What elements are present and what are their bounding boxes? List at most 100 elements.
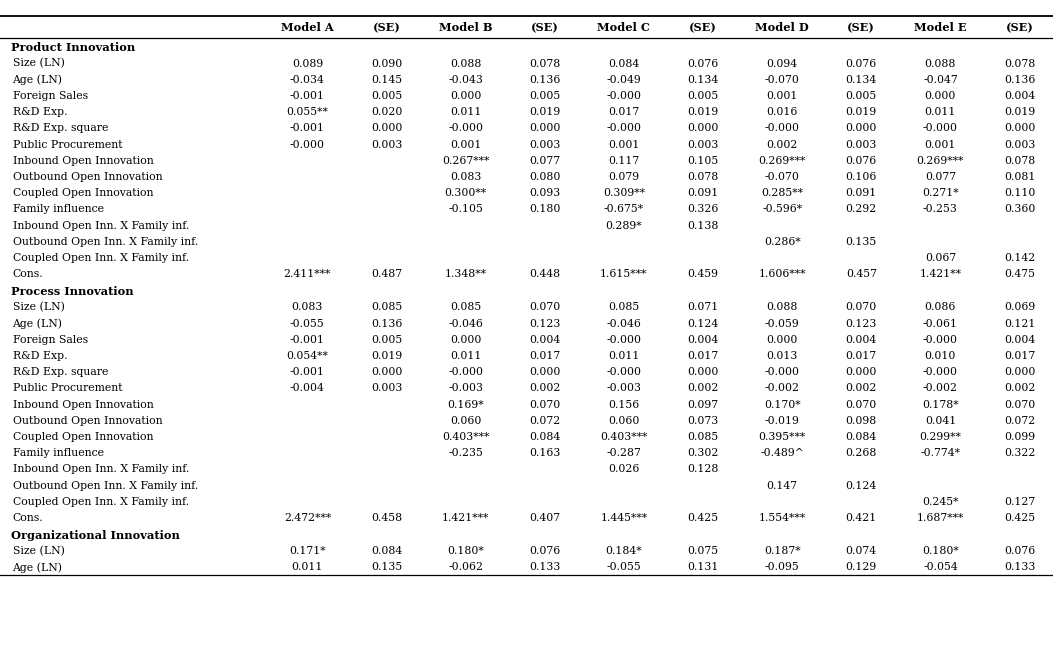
Text: 0.005: 0.005 [371, 91, 402, 101]
Text: 0.487: 0.487 [371, 269, 402, 279]
Text: Model D: Model D [755, 22, 809, 33]
Text: 0.019: 0.019 [688, 107, 718, 117]
Text: 0.011: 0.011 [450, 107, 481, 117]
Text: 0.072: 0.072 [530, 416, 560, 426]
Text: 0.309**: 0.309** [603, 188, 644, 198]
Text: 0.072: 0.072 [1004, 416, 1035, 426]
Text: 0.011: 0.011 [925, 107, 956, 117]
Text: 0.178*: 0.178* [922, 399, 958, 409]
Text: 0.145: 0.145 [371, 75, 402, 85]
Text: -0.000: -0.000 [922, 335, 958, 345]
Text: 0.089: 0.089 [292, 59, 323, 68]
Text: 0.019: 0.019 [1004, 107, 1035, 117]
Text: Organizational Innovation: Organizational Innovation [11, 530, 179, 541]
Text: 0.017: 0.017 [688, 351, 718, 361]
Text: 0.005: 0.005 [846, 91, 877, 101]
Text: 0.010: 0.010 [925, 351, 956, 361]
Text: 0.099: 0.099 [1004, 432, 1035, 442]
Text: -0.287: -0.287 [607, 448, 641, 458]
Text: -0.000: -0.000 [607, 335, 641, 345]
Text: 0.004: 0.004 [530, 335, 560, 345]
Text: 0.078: 0.078 [1004, 59, 1035, 68]
Text: 0.004: 0.004 [688, 335, 718, 345]
Text: -0.002: -0.002 [922, 384, 958, 393]
Text: 0.169*: 0.169* [448, 399, 484, 409]
Text: 0.322: 0.322 [1004, 448, 1035, 458]
Text: 0.134: 0.134 [688, 75, 718, 85]
Text: Age (LN): Age (LN) [13, 74, 62, 85]
Text: 0.448: 0.448 [530, 269, 560, 279]
Text: Coupled Open Innovation: Coupled Open Innovation [13, 432, 153, 442]
Text: 0.000: 0.000 [529, 123, 560, 134]
Text: -0.001: -0.001 [290, 335, 325, 345]
Text: Size (LN): Size (LN) [13, 546, 64, 556]
Text: 0.302: 0.302 [688, 448, 719, 458]
Text: 0.133: 0.133 [529, 563, 560, 572]
Text: 0.098: 0.098 [846, 416, 877, 426]
Text: 0.001: 0.001 [767, 91, 798, 101]
Text: 0.002: 0.002 [767, 139, 798, 149]
Text: 0.110: 0.110 [1004, 188, 1035, 198]
Text: Coupled Open Innovation: Coupled Open Innovation [13, 188, 153, 198]
Text: -0.001: -0.001 [290, 367, 325, 377]
Text: 0.286*: 0.286* [763, 237, 800, 247]
Text: 0.084: 0.084 [371, 546, 402, 556]
Text: -0.000: -0.000 [449, 367, 483, 377]
Text: (SE): (SE) [848, 22, 875, 33]
Text: -0.105: -0.105 [449, 205, 483, 215]
Text: (SE): (SE) [373, 22, 400, 33]
Text: 0.013: 0.013 [767, 351, 798, 361]
Text: 0.180*: 0.180* [922, 546, 959, 556]
Text: 0.076: 0.076 [1004, 546, 1035, 556]
Text: 0.084: 0.084 [846, 432, 877, 442]
Text: -0.489^: -0.489^ [760, 448, 804, 458]
Text: 0.180*: 0.180* [448, 546, 484, 556]
Text: Outbound Open Innovation: Outbound Open Innovation [13, 172, 162, 182]
Text: 0.123: 0.123 [846, 318, 877, 328]
Text: Process Innovation: Process Innovation [11, 286, 133, 297]
Text: 0.084: 0.084 [530, 432, 560, 442]
Text: 0.016: 0.016 [767, 107, 798, 117]
Text: 0.407: 0.407 [530, 513, 560, 523]
Text: -0.046: -0.046 [607, 318, 641, 328]
Text: 0.004: 0.004 [846, 335, 877, 345]
Text: 0.003: 0.003 [529, 139, 560, 149]
Text: Public Procurement: Public Procurement [13, 139, 122, 149]
Text: 0.005: 0.005 [371, 335, 402, 345]
Text: 0.289*: 0.289* [605, 220, 642, 230]
Text: 0.000: 0.000 [371, 367, 402, 377]
Text: 0.070: 0.070 [846, 399, 877, 409]
Text: 0.078: 0.078 [530, 59, 560, 68]
Text: 0.019: 0.019 [846, 107, 877, 117]
Text: 0.077: 0.077 [530, 156, 560, 166]
Text: 0.091: 0.091 [846, 188, 877, 198]
Text: 0.142: 0.142 [1004, 253, 1035, 263]
Text: 0.271*: 0.271* [922, 188, 958, 198]
Text: -0.002: -0.002 [764, 384, 799, 393]
Text: 0.070: 0.070 [846, 302, 877, 313]
Text: -0.055: -0.055 [290, 318, 324, 328]
Text: 0.080: 0.080 [529, 172, 560, 182]
Text: -0.000: -0.000 [764, 367, 799, 377]
Text: 0.084: 0.084 [609, 59, 639, 68]
Text: 1.615***: 1.615*** [600, 269, 648, 279]
Text: -0.253: -0.253 [923, 205, 958, 215]
Text: -0.003: -0.003 [607, 384, 641, 393]
Text: 0.002: 0.002 [1004, 384, 1035, 393]
Text: 0.004: 0.004 [1004, 335, 1035, 345]
Text: 0.060: 0.060 [450, 416, 481, 426]
Text: -0.001: -0.001 [290, 123, 325, 134]
Text: R&D Exp.: R&D Exp. [13, 107, 67, 117]
Text: 0.000: 0.000 [529, 367, 560, 377]
Text: -0.675*: -0.675* [603, 205, 644, 215]
Text: 0.000: 0.000 [767, 335, 798, 345]
Text: 0.000: 0.000 [371, 123, 402, 134]
Text: 0.091: 0.091 [688, 188, 718, 198]
Text: 0.000: 0.000 [925, 91, 956, 101]
Text: 0.245*: 0.245* [922, 497, 958, 507]
Text: 0.459: 0.459 [688, 269, 718, 279]
Text: -0.774*: -0.774* [920, 448, 960, 458]
Text: 0.285**: 0.285** [761, 188, 803, 198]
Text: 0.171*: 0.171* [290, 546, 325, 556]
Text: 0.170*: 0.170* [763, 399, 800, 409]
